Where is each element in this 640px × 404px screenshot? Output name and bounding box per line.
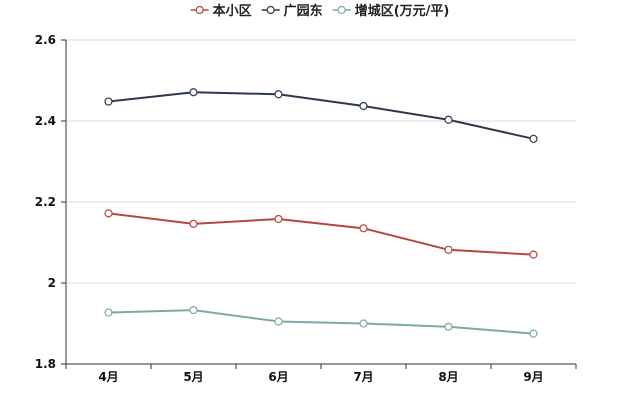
legend-marker-icon xyxy=(266,5,275,15)
data-point xyxy=(104,97,113,106)
data-point xyxy=(274,214,283,224)
series-2 xyxy=(104,306,538,338)
series-line xyxy=(108,309,534,335)
data-point xyxy=(444,245,453,254)
x-tick-label: 7月 xyxy=(353,370,373,384)
data-point xyxy=(529,134,538,143)
data-point xyxy=(274,90,283,99)
series-0 xyxy=(104,209,538,259)
data-point xyxy=(529,250,538,259)
data-point xyxy=(444,115,453,124)
legend-marker-icon xyxy=(337,5,346,15)
legend-label: 本小区 xyxy=(213,3,252,19)
legend-label: 广园东 xyxy=(284,3,323,19)
legend-marker-icon xyxy=(195,5,204,15)
y-tick-label: 2.6 xyxy=(35,33,56,47)
series-group xyxy=(104,88,538,338)
series-1 xyxy=(104,88,538,143)
data-point xyxy=(359,101,368,111)
data-point xyxy=(189,88,198,97)
data-point xyxy=(274,317,283,326)
x-tick-label: 8月 xyxy=(438,370,458,384)
data-point xyxy=(444,322,453,331)
legend-item: 本小区 xyxy=(190,3,252,19)
data-point xyxy=(359,319,368,328)
data-point xyxy=(189,219,198,228)
legend: 本小区 广园东 增城区(万元/平) xyxy=(190,3,450,19)
data-point xyxy=(529,329,538,338)
series-line xyxy=(108,91,534,140)
x-tick-label: 4月 xyxy=(98,370,118,384)
y-axis-ticks: 1.8 2 2.2 2.4 2.6 xyxy=(35,33,66,371)
y-tick-label: 2 xyxy=(48,276,56,290)
y-tick-label: 2.2 xyxy=(35,195,56,209)
x-axis-ticks: 4月 5月 6月 7月 8月 9月 xyxy=(65,364,577,384)
data-point xyxy=(359,224,368,233)
legend-item: 增城区(万元/平) xyxy=(332,3,450,19)
data-point xyxy=(104,209,113,218)
x-tick-label: 6月 xyxy=(268,370,288,384)
legend-label: 增城区(万元/平) xyxy=(355,3,450,19)
data-point xyxy=(104,308,113,317)
x-tick-label: 9月 xyxy=(523,370,543,384)
legend-item: 广园东 xyxy=(261,3,323,19)
series-line xyxy=(108,212,534,256)
gridlines xyxy=(66,39,576,365)
y-tick-label: 1.8 xyxy=(35,357,56,371)
y-tick-label: 2.4 xyxy=(35,114,56,128)
x-tick-label: 5月 xyxy=(183,370,203,384)
data-point xyxy=(189,306,198,315)
